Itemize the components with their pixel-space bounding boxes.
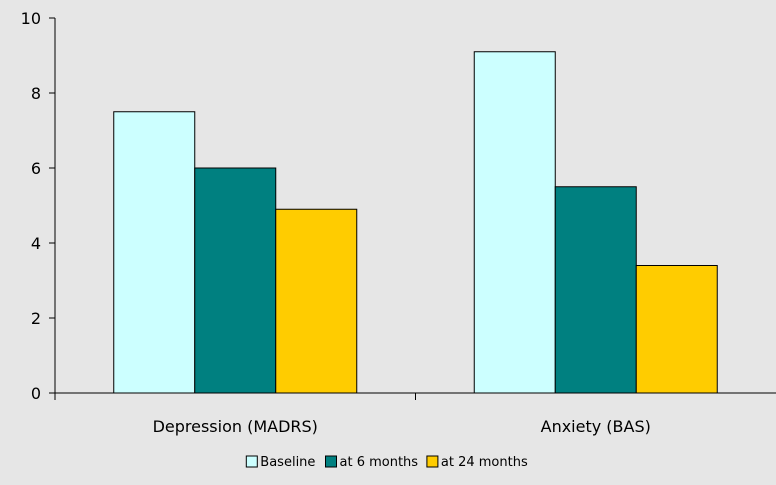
y-tick-label: 8 bbox=[31, 84, 41, 103]
bar bbox=[473, 51, 556, 394]
x-category-label: Depression (MADRS) bbox=[153, 417, 318, 436]
y-tick-label: 6 bbox=[31, 159, 41, 178]
y-tick-label: 0 bbox=[31, 384, 41, 403]
legend-label: at 24 months bbox=[441, 455, 528, 470]
y-tick-label: 4 bbox=[31, 234, 41, 253]
legend: Baseline at 6 months at 24 months bbox=[245, 455, 528, 470]
x-category-labels: Depression (MADRS) Anxiety (BAS) bbox=[153, 417, 651, 436]
bars bbox=[113, 51, 718, 394]
bar bbox=[635, 265, 718, 394]
bar bbox=[113, 111, 196, 394]
x-category-label: Anxiety (BAS) bbox=[541, 417, 651, 436]
legend-label: at 6 months bbox=[340, 455, 419, 470]
bar bbox=[554, 186, 637, 394]
legend-swatch bbox=[426, 455, 439, 468]
bar bbox=[194, 167, 277, 394]
legend-label: Baseline bbox=[260, 455, 315, 470]
y-tick-labels: 0 2 4 6 8 10 bbox=[21, 9, 41, 403]
y-tick-label: 2 bbox=[31, 309, 41, 328]
legend-swatch bbox=[325, 455, 337, 468]
y-tick-label: 10 bbox=[21, 9, 41, 28]
bar bbox=[275, 208, 358, 394]
legend-swatch bbox=[245, 455, 258, 468]
